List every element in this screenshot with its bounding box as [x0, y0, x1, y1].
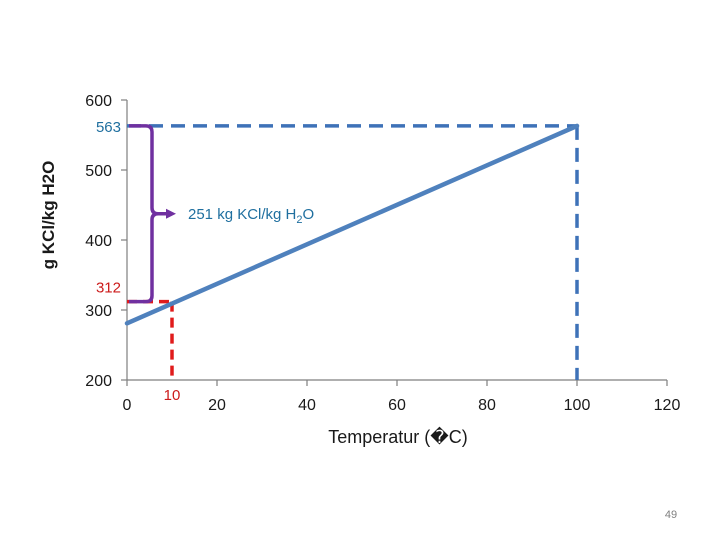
x-tick-label: 40	[298, 397, 316, 414]
y-axis-title: g KCl/kg H2O	[39, 161, 58, 270]
difference-brace: 251 kg KCl/kg H2O	[129, 124, 314, 304]
x-tick-label: 100	[564, 397, 591, 414]
y-tick-label: 500	[85, 163, 112, 180]
x-tick-label: 20	[208, 397, 226, 414]
x-axis-title: Temperatur (�C)	[328, 426, 467, 447]
brace-arrow-head	[166, 208, 176, 219]
y-tick-label: 400	[85, 233, 112, 250]
annotations: 563 312 10	[96, 119, 180, 404]
guide-lines	[127, 124, 579, 380]
y-tick-label: 600	[85, 93, 112, 110]
x-tick-label: 80	[478, 397, 496, 414]
brace-label-subscript: 2	[296, 214, 302, 226]
y-axis-ticks: 200 300 400 500 600	[85, 93, 127, 390]
series-line	[124, 123, 580, 326]
y-tick-label: 300	[85, 303, 112, 320]
y-tick-label: 200	[85, 373, 112, 390]
x-tick-label: 120	[654, 397, 681, 414]
annotation-563: 563	[96, 119, 121, 136]
annotation-10: 10	[164, 387, 181, 404]
brace-label-end: O	[303, 206, 315, 223]
brace-label: 251 kg KCl/kg H2O	[188, 206, 314, 226]
series-group	[124, 123, 580, 326]
brace-path	[129, 124, 159, 304]
x-tick-label: 60	[388, 397, 406, 414]
x-tick-label: 0	[123, 397, 132, 414]
brace-label-main: 251 kg KCl/kg H	[188, 206, 296, 223]
annotation-312: 312	[96, 280, 121, 297]
page-number: 49	[665, 509, 677, 521]
x-axis-ticks: 0 20 40 60 80 100 120	[123, 380, 681, 414]
